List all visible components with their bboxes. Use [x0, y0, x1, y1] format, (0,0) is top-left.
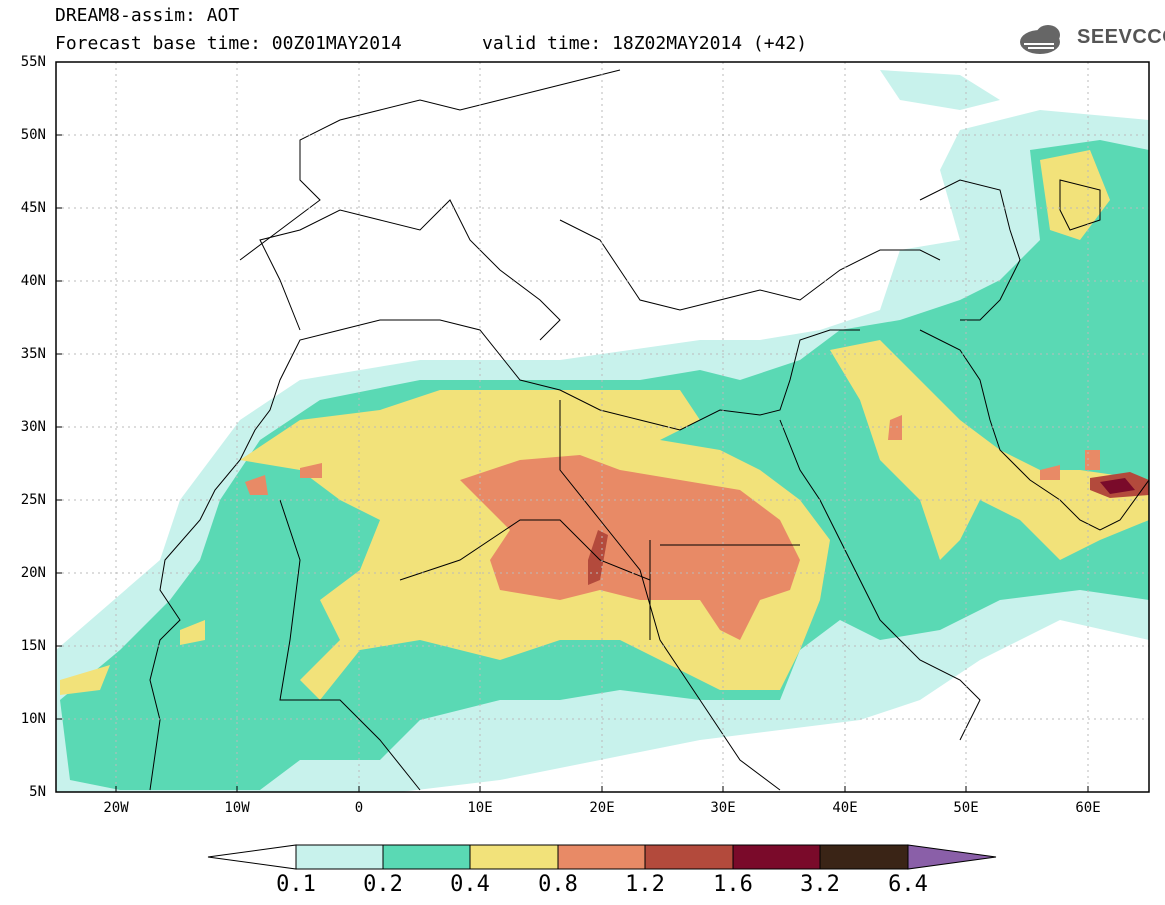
lat-label: 25N: [20, 492, 46, 508]
lat-label: 15N: [20, 638, 46, 654]
colorbar-bin-4: [557, 844, 646, 870]
colorbar-bin-6: [732, 844, 821, 870]
lon-label: 20W: [103, 800, 129, 816]
lon-label: 30E: [710, 800, 736, 816]
coastlines: [149, 69, 1149, 791]
colorbar-label: 0.1: [276, 872, 316, 897]
lat-label: 35N: [20, 346, 46, 362]
colorbar-label: 1.2: [625, 872, 665, 897]
base-time-label: Forecast base time: 00Z01MAY2014: [55, 33, 402, 54]
colorbar-bin-2: [382, 844, 471, 870]
lat-label: 40N: [20, 273, 46, 289]
lat-label: 30N: [20, 419, 46, 435]
lon-label: 20E: [589, 800, 615, 816]
lon-label: 10E: [467, 800, 493, 816]
colorbar-over-triangle: [907, 844, 997, 870]
cloud-icon: [1020, 25, 1060, 54]
colorbar-under-triangle: [207, 844, 297, 870]
colorbar-label: 3.2: [800, 872, 840, 897]
lon-label: 40E: [832, 800, 858, 816]
lat-label: 20N: [20, 565, 46, 581]
lat-label: 10N: [20, 711, 46, 727]
lon-label: 10W: [224, 800, 250, 816]
lon-label: 50E: [953, 800, 979, 816]
colorbar-bin-1: [295, 844, 384, 870]
colorbar-label: 6.4: [888, 872, 928, 897]
colorbar-bin-5: [644, 844, 734, 870]
lat-label: 45N: [20, 200, 46, 216]
lat-label: 50N: [20, 127, 46, 143]
colorbar-label: 1.6: [713, 872, 753, 897]
colorbar-bin-3: [469, 844, 559, 870]
colorbar-label: 0.8: [538, 872, 578, 897]
map-title: DREAM8-assim: AOT: [55, 5, 240, 26]
lon-label: 60E: [1075, 800, 1101, 816]
graticule: [56, 62, 1149, 792]
colorbar-label: 0.4: [450, 872, 490, 897]
axis-ticks: [56, 61, 1089, 792]
lon-label: 0: [354, 800, 364, 816]
colorbar-bin-7: [819, 844, 909, 870]
lat-label: 5N: [29, 784, 46, 800]
logo-text: SEEVCCC: [1077, 26, 1165, 48]
valid-time-label: valid time: 18Z02MAY2014 (+42): [482, 33, 808, 54]
lat-label: 55N: [20, 54, 46, 70]
colorbar: [207, 844, 997, 870]
colorbar-label: 0.2: [363, 872, 403, 897]
